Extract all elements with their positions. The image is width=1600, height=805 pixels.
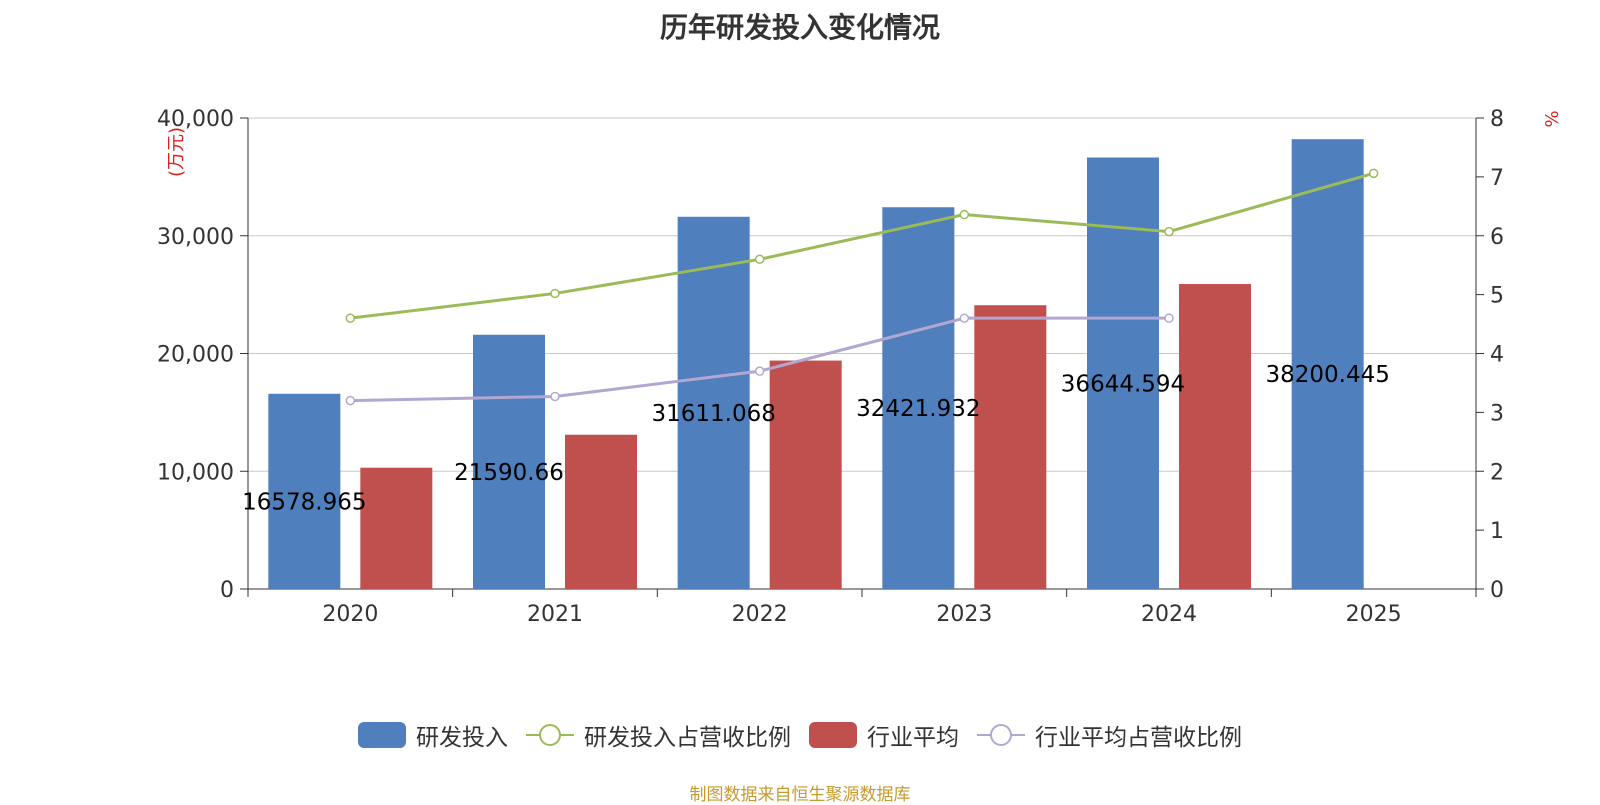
x-axis-tick-label: 2024 bbox=[1141, 602, 1197, 627]
left-axis-tick-label: 20,000 bbox=[157, 343, 234, 368]
legend-label-industry-average: 行业平均 bbox=[867, 725, 959, 751]
right-axis-tick-label: 1 bbox=[1490, 519, 1504, 544]
x-axis-tick-label: 2020 bbox=[322, 602, 378, 627]
x-axis-tick-label: 2021 bbox=[527, 602, 583, 627]
data-label-rd-investment: 31611.068 bbox=[651, 401, 775, 427]
point-rd-ratio bbox=[345, 313, 356, 323]
left-axis-tick-label: 10,000 bbox=[157, 460, 234, 485]
data-label-rd-investment: 21590.66 bbox=[454, 460, 564, 486]
bar-industry-average bbox=[769, 360, 842, 589]
data-label-rd-investment: 32421.932 bbox=[856, 396, 980, 422]
right-axis-tick-label: 7 bbox=[1490, 166, 1504, 191]
point-industry-ratio bbox=[345, 395, 356, 406]
right-axis-tick-label: 4 bbox=[1490, 343, 1504, 368]
point-rd-ratio bbox=[550, 288, 560, 299]
x-axis-tick-label: 2023 bbox=[936, 602, 992, 627]
legend-item-rd-ratio[interactable]: 研发投入占营收比例 bbox=[526, 718, 791, 752]
legend-item-rd-investment[interactable]: 研发投入 bbox=[358, 718, 508, 752]
right-axis-unit: % bbox=[1542, 110, 1563, 127]
point-rd-ratio bbox=[1164, 226, 1174, 237]
bar-rd-investment bbox=[677, 216, 750, 590]
data-label-rd-investment: 38200.445 bbox=[1265, 362, 1389, 388]
right-axis-tick-label: 6 bbox=[1490, 225, 1504, 250]
bar-industry-average bbox=[565, 434, 637, 589]
legend-swatch-rd-investment bbox=[358, 722, 406, 748]
bar-rd-investment bbox=[1291, 139, 1364, 589]
point-rd-ratio bbox=[959, 209, 970, 220]
left-axis-unit: (万元) bbox=[166, 127, 187, 177]
source-note: 制图数据来自恒生聚源数据库 bbox=[689, 785, 911, 805]
right-axis-tick-label: 0 bbox=[1490, 578, 1504, 603]
x-axis-tick-label: 2025 bbox=[1346, 602, 1402, 627]
bar-rd-investment bbox=[882, 207, 955, 589]
left-axis-tick-label: 0 bbox=[220, 578, 234, 603]
point-industry-ratio bbox=[1164, 313, 1174, 323]
point-industry-ratio bbox=[754, 366, 765, 376]
right-axis-tick-label: 2 bbox=[1490, 460, 1504, 485]
bar-rd-investment bbox=[268, 393, 341, 589]
x-axis-tick-label: 2022 bbox=[732, 602, 788, 627]
legend-item-industry-ratio[interactable]: 行业平均占营收比例 bbox=[977, 718, 1242, 752]
bar-industry-average bbox=[360, 467, 433, 589]
right-axis-tick-label: 5 bbox=[1490, 284, 1504, 309]
point-rd-ratio bbox=[754, 254, 765, 265]
left-axis-tick-label: 30,000 bbox=[157, 225, 234, 250]
bar-rd-investment bbox=[473, 334, 545, 589]
legend-swatch-industry-average bbox=[809, 722, 857, 748]
legend-label-industry-ratio: 行业平均占营收比例 bbox=[1035, 725, 1242, 751]
data-label-rd-investment: 36644.594 bbox=[1061, 371, 1185, 397]
legend: 研发投入 研发投入占营收比例 行业平均 行业平均占营收比例 bbox=[0, 718, 1600, 752]
data-label-rd-investment: 16578.965 bbox=[242, 489, 366, 515]
legend-label-rd-investment: 研发投入 bbox=[416, 725, 508, 751]
legend-swatch-rd-ratio bbox=[526, 724, 574, 746]
legend-item-industry-average[interactable]: 行业平均 bbox=[809, 718, 959, 752]
right-axis-tick-label: 8 bbox=[1490, 107, 1504, 132]
bar-industry-average bbox=[1179, 284, 1251, 589]
line-rd-ratio bbox=[350, 171, 1375, 320]
legend-swatch-industry-ratio bbox=[977, 724, 1025, 746]
right-axis-tick-label: 3 bbox=[1490, 401, 1504, 426]
point-rd-ratio bbox=[1368, 168, 1379, 179]
legend-label-rd-ratio: 研发投入占营收比例 bbox=[584, 725, 791, 751]
bar-industry-average bbox=[974, 305, 1047, 589]
point-industry-ratio bbox=[959, 313, 970, 323]
left-axis-tick-label: 40,000 bbox=[157, 107, 234, 132]
point-industry-ratio bbox=[550, 391, 560, 402]
chart-title: 历年研发投入变化情况 bbox=[659, 11, 940, 44]
